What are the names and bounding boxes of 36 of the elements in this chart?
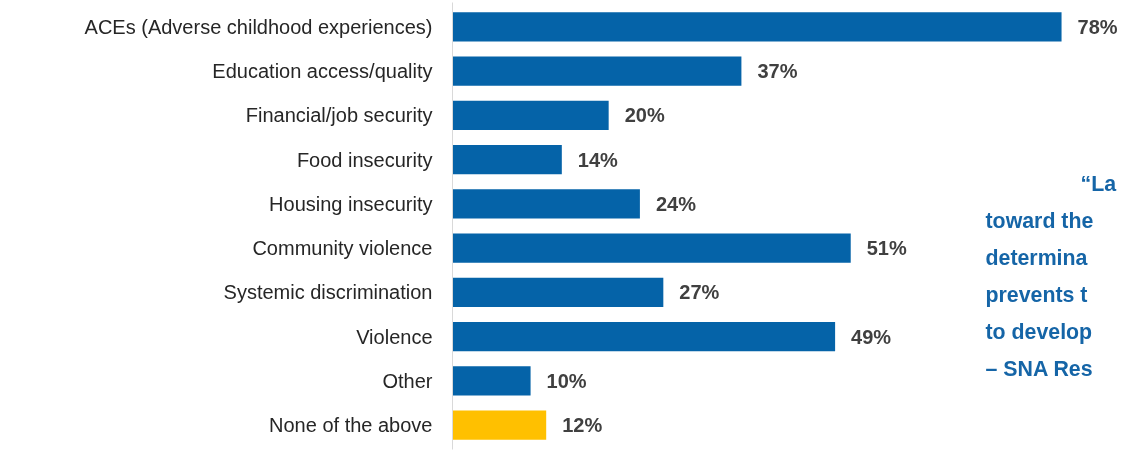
- y-tick-label: Food insecurity: [296, 148, 433, 171]
- y-tick-label: Systemic discrimination: [223, 281, 433, 304]
- y-tick-label: ACEs (Adverse childhood experiences): [84, 15, 433, 38]
- annotation: toward the: [985, 208, 1094, 233]
- bar: [452, 56, 742, 86]
- bar: [452, 410, 547, 440]
- bar: [452, 366, 531, 396]
- data-label: 78%: [1077, 15, 1118, 38]
- bar: [452, 277, 664, 307]
- annotation: prevents t: [985, 282, 1088, 307]
- data-label: 14%: [577, 148, 619, 171]
- y-tick-label: Other: [382, 369, 433, 392]
- data-label: 49%: [851, 325, 892, 348]
- data-label: 51%: [866, 237, 907, 260]
- bar: [452, 233, 851, 263]
- y-tick-label: None of the above: [269, 414, 433, 437]
- data-label: 24%: [655, 192, 697, 215]
- annotation: determina: [985, 245, 1088, 270]
- data-label: 27%: [679, 281, 720, 304]
- y-tick-label: Financial/job security: [245, 104, 433, 127]
- y-tick-label: Community violence: [252, 237, 433, 260]
- bar: [452, 100, 609, 130]
- text: “La: [1080, 171, 1117, 196]
- annotation: to develop: [985, 319, 1093, 344]
- data-label: 12%: [562, 414, 603, 437]
- annotation: – SNA Res: [985, 356, 1093, 381]
- data-label: 10%: [546, 369, 587, 392]
- y-tick-label: Violence: [356, 325, 433, 348]
- bar: [452, 322, 836, 352]
- y-tick-label: Education access/quality: [212, 60, 433, 83]
- data-label: 20%: [624, 104, 665, 127]
- y-tick-label: Housing insecurity: [269, 192, 433, 215]
- bar: [452, 189, 640, 219]
- bar: [452, 145, 562, 175]
- data-label: 37%: [757, 60, 798, 83]
- bar: [452, 12, 1062, 42]
